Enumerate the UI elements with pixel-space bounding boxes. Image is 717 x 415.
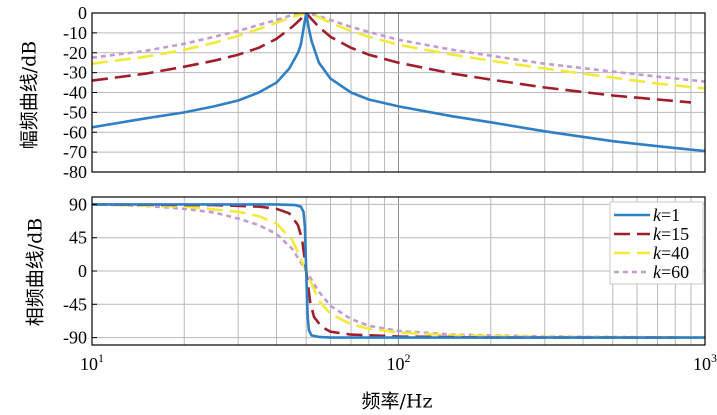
- magnitude-plot: 0-10-20-30-40-50-60-70-80: [63, 3, 706, 182]
- phase-y-tick-label: 45: [69, 228, 87, 248]
- magnitude-series-k15: [92, 13, 692, 104]
- phase-y-tick-label: -90: [63, 328, 87, 348]
- phase-y-tick-label: 0: [78, 261, 87, 281]
- magnitude-series-k40: [92, 13, 705, 90]
- legend: k=1k=15k=40k=60: [609, 201, 704, 285]
- magnitude-y-axis-label: 幅频曲线/dB: [18, 40, 41, 150]
- x-axis-label: 频率/Hz: [361, 390, 433, 413]
- phase-series-k1: [92, 203, 705, 339]
- magnitude-y-tick-label: 0: [78, 3, 87, 23]
- phase-y-tick-label: -45: [63, 294, 87, 314]
- magnitude-y-tick-label: -40: [63, 83, 87, 103]
- x-tick-label: 101: [80, 351, 104, 374]
- phase-series-k15: [92, 203, 676, 339]
- magnitude-series-k1: [92, 13, 705, 153]
- phase-series-k40: [92, 203, 705, 339]
- magnitude-y-tick-label: -30: [63, 63, 87, 83]
- legend-label-k60: k=60: [653, 262, 689, 282]
- magnitude-y-tick-label: -10: [63, 23, 87, 43]
- x-tick-label: 102: [387, 351, 411, 374]
- phase-y-tick-label: 90: [69, 194, 87, 214]
- legend-label-k1: k=1: [653, 205, 680, 225]
- magnitude-y-tick-label: -60: [63, 122, 87, 142]
- magnitude-y-tick-label: -50: [63, 102, 87, 122]
- magnitude-y-tick-label: -80: [63, 162, 87, 182]
- magnitude-series-k60: [92, 13, 705, 83]
- magnitude-y-tick-label: -20: [63, 43, 87, 63]
- legend-label-k40: k=40: [653, 243, 689, 263]
- legend-label-k15: k=15: [653, 224, 689, 244]
- x-axis-tick-labels: 101 102 103: [80, 351, 717, 374]
- phase-y-axis-label: 相频曲线/dB: [24, 217, 47, 327]
- magnitude-y-tick-label: -70: [63, 142, 87, 162]
- x-tick-label: 103: [693, 351, 717, 374]
- phase-plot: 90 45 0 -45 -90: [63, 194, 706, 348]
